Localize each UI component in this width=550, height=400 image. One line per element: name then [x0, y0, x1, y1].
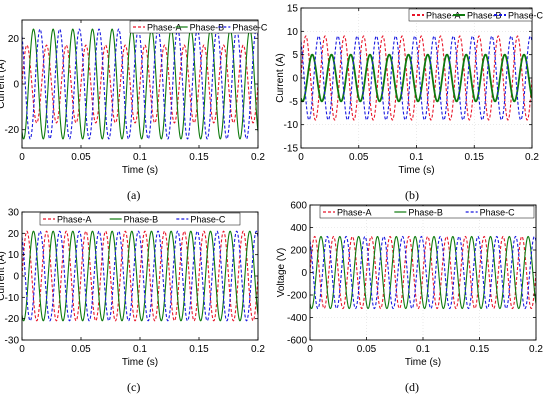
x-tick-label: 0.2: [251, 152, 265, 163]
x-axis-label: Time (s): [122, 165, 158, 176]
y-tick-label: 5: [292, 50, 298, 61]
y-tick-label: 15: [287, 4, 299, 15]
y-tick-label: -5: [289, 97, 298, 108]
y-tick-label: 0: [292, 74, 298, 85]
x-tick-label: 0.2: [251, 344, 265, 355]
y-tick-label: 20: [8, 34, 20, 45]
panel-label-c: (c): [127, 380, 141, 394]
series-line-phase-a: [22, 230, 258, 322]
y-tick-label: 0: [301, 268, 307, 279]
y-tick-label: -200: [287, 291, 307, 302]
legend-box: [408, 8, 533, 22]
y-tick-label: 10: [287, 27, 299, 38]
y-tick-label: 20: [8, 229, 20, 240]
x-tick-label: 0.1: [416, 344, 430, 355]
legend-label-phase-a: Phase-A: [337, 208, 372, 218]
x-tick-label: 0.1: [133, 152, 147, 163]
x-tick-label: 0.05: [71, 344, 91, 355]
y-tick-label: -30: [5, 336, 20, 347]
y-tick-label: 30: [8, 208, 20, 219]
series-line-phase-b: [301, 53, 532, 103]
y-tick-label: -20: [5, 314, 20, 325]
series-line-phase-c: [310, 235, 536, 310]
series-line-phase-a: [22, 44, 258, 124]
x-tick-label: 0.15: [465, 152, 485, 163]
y-axis-label: Current (A): [0, 251, 7, 300]
legend-label-phase-a: Phase-A: [57, 215, 92, 225]
x-tick-label: 0: [19, 152, 25, 163]
chart-panel-d: 0 0.05 0.1 0.15 0.2 -600 -400 -200 0 200 400 600 Tim…: [276, 201, 543, 369]
y-tick-label: -10: [5, 293, 20, 304]
y-tick-label: -15: [284, 144, 299, 155]
legend-label-phase-b: Phase-B: [190, 23, 225, 33]
x-tick-label: 0: [298, 152, 304, 163]
y-tick-label: 600: [290, 201, 307, 212]
legend-box: [39, 212, 241, 226]
panel-label-a: (a): [127, 188, 141, 202]
legend-box: [129, 20, 259, 34]
x-tick-label: 0.2: [525, 152, 539, 163]
x-tick-label: 0.05: [71, 152, 91, 163]
legend-label-phase-b: Phase-B: [408, 208, 443, 218]
y-tick-label: 200: [290, 246, 307, 257]
y-tick-label: 0: [13, 272, 19, 283]
x-tick-label: 0.1: [410, 152, 424, 163]
chart-panel-a: 0 0.05 0.1 0.15 0.2 -20 0 20 Time (s) Current (A)…: [0, 19, 268, 176]
series-line-phase-c: [22, 28, 258, 140]
series-line-phase-b: [310, 235, 536, 310]
y-axis-label: Current (A): [0, 59, 7, 108]
legend-label-phase-c: Phase-C: [508, 11, 544, 21]
panel-label-d: (d): [405, 380, 419, 394]
x-tick-label: 0.2: [529, 344, 543, 355]
y-axis-label: Current (A): [275, 53, 286, 102]
legend-label-phase-b: Phase-B: [124, 215, 159, 225]
chart-panel-b: 0 0.05 0.1 0.15 0.2 -15 -10 -5 0 5 10 15 Time (s) Cur…: [275, 4, 544, 177]
x-axis-label: Time (s): [398, 165, 434, 176]
y-tick-label: -10: [284, 120, 299, 131]
legend-label-phase-c: Phase-C: [232, 23, 268, 33]
y-tick-label: -20: [5, 125, 20, 136]
x-tick-label: 0: [19, 344, 25, 355]
x-axis-label: Time (s): [405, 357, 441, 368]
y-tick-label: -400: [287, 313, 307, 324]
y-axis-label: Voltage (V): [276, 248, 287, 297]
series-line-phase-b: [22, 230, 258, 322]
x-tick-label: 0.1: [133, 344, 147, 355]
series-line-phase-b: [22, 28, 258, 140]
panel-label-b: (b): [405, 188, 419, 202]
chart-panel-c: 0 0.05 0.1 0.15 0.2 -30 -20 -10 0 10 20 30 Time (s) C…: [0, 208, 265, 369]
y-tick-label: 0: [13, 80, 19, 91]
legend-label-phase-c: Phase-C: [190, 215, 226, 225]
x-tick-label: 0: [307, 344, 313, 355]
legend-label-phase-b: Phase-B: [467, 11, 502, 21]
y-tick-label: -600: [287, 336, 307, 347]
x-tick-label: 0.15: [189, 152, 209, 163]
x-axis-label: Time (s): [122, 357, 158, 368]
legend-label-phase-a: Phase-A: [147, 23, 182, 33]
legend-box: [319, 205, 535, 219]
x-tick-label: 0.05: [357, 344, 377, 355]
series-line-phase-a: [310, 235, 536, 310]
y-tick-label: 400: [290, 223, 307, 234]
x-tick-label: 0.05: [349, 152, 369, 163]
legend-label-phase-a: Phase-A: [426, 11, 461, 21]
x-tick-label: 0.15: [189, 344, 209, 355]
series-line-phase-c: [22, 230, 258, 322]
legend-label-phase-c: Phase-C: [480, 208, 516, 218]
x-tick-label: 0.15: [470, 344, 490, 355]
y-tick-label: 10: [8, 250, 20, 261]
